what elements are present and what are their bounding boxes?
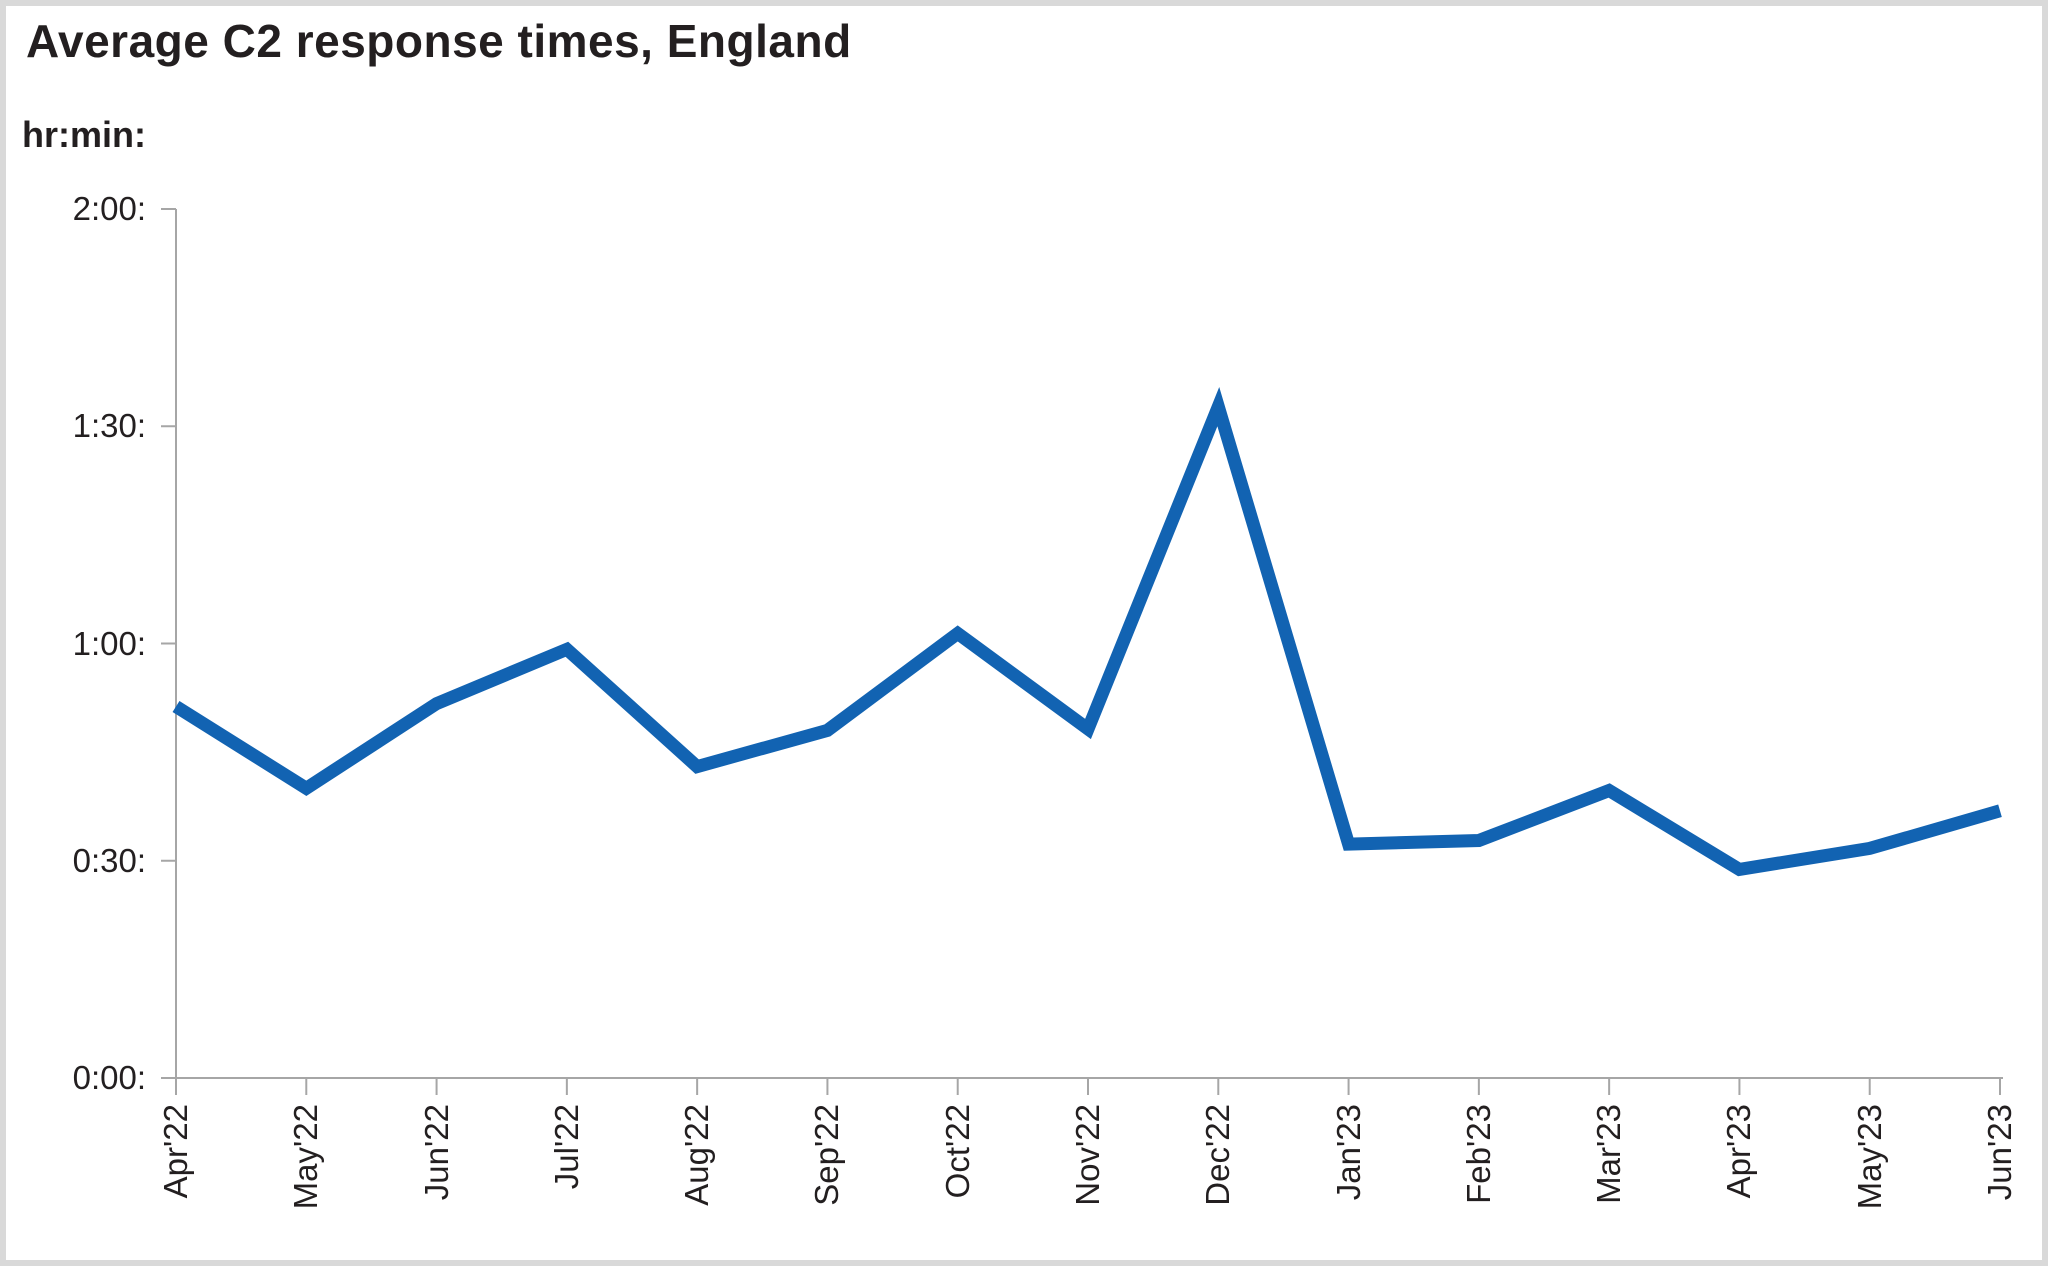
y-tick-label: 2:00: xyxy=(72,190,146,227)
x-tick-label: Feb'23 xyxy=(1459,1104,1497,1204)
y-tick-label: 0:30: xyxy=(72,841,146,879)
x-tick-label: Apr'22 xyxy=(157,1104,194,1199)
x-tick-label: May'23 xyxy=(1850,1104,1888,1210)
x-tick-label: Nov'22 xyxy=(1069,1104,1106,1206)
y-axis-unit-label: hr:min: xyxy=(22,114,146,155)
x-tick-label: Aug'22 xyxy=(678,1104,716,1206)
x-tick-label: Jan'23 xyxy=(1329,1104,1367,1201)
page-title: Average C2 response times, England xyxy=(26,15,852,67)
x-tick-label: Jul'22 xyxy=(547,1104,585,1190)
x-tick-label: Apr'23 xyxy=(1720,1104,1758,1199)
series-line xyxy=(172,387,2002,877)
x-tick-label: Sep'22 xyxy=(808,1104,846,1206)
y-tick-label: 1:30: xyxy=(72,407,146,445)
x-tick-label: May'22 xyxy=(287,1104,325,1210)
line-chart xyxy=(161,208,2003,1095)
y-tick-label: 1:00: xyxy=(72,624,146,662)
y-tick-label: 0:00: xyxy=(72,1059,146,1096)
x-tick-label: Jun'23 xyxy=(1981,1104,2018,1201)
x-tick-label: Mar'23 xyxy=(1590,1104,1628,1204)
x-tick-label: Jun'22 xyxy=(417,1104,455,1201)
x-tick-label: Oct'22 xyxy=(938,1104,976,1199)
x-tick-label: Dec'22 xyxy=(1199,1104,1237,1206)
